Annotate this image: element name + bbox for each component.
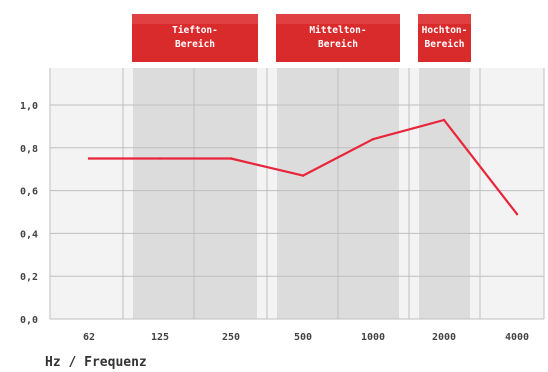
band-label-line1-2: Mittelton- xyxy=(309,25,366,36)
y-tick-label-5: 1,0 xyxy=(20,101,38,112)
x-tick-label-6: 4000 xyxy=(505,332,529,343)
x-axis-ticks: 62 125 250 500 1000 2000 4000 xyxy=(83,332,529,343)
x-axis-title: Hz / Frequenz xyxy=(45,355,147,370)
data-series xyxy=(87,118,519,216)
band-label-line2-1: Bereich xyxy=(175,39,215,50)
data-point-250 xyxy=(229,157,233,160)
data-point-1000 xyxy=(371,138,375,141)
x-tick-label-3: 500 xyxy=(294,332,312,343)
band-labels: Tiefton- Bereich Mittelton- Bereich Hochton-… xyxy=(132,14,471,62)
band-label-highlight-2 xyxy=(276,14,400,24)
band-label-line1-1: Tiefton- xyxy=(172,25,218,36)
y-tick-label-0: 0,0 xyxy=(20,315,38,326)
data-point-2000 xyxy=(442,118,446,122)
y-tick-label-2: 0,4 xyxy=(20,229,38,240)
band-label-line2-3: Bereich xyxy=(424,39,464,50)
data-point-125 xyxy=(158,157,162,160)
y-axis-ticks: 0,0 0,2 0,4 0,6 0,8 1,0 xyxy=(20,101,38,326)
y-tick-label-1: 0,2 xyxy=(20,272,38,283)
grid-lines xyxy=(49,68,545,320)
data-point-500 xyxy=(301,174,305,177)
band-shade-3 xyxy=(419,68,470,319)
band-label-highlight-3 xyxy=(418,14,471,24)
band-label-highlight-1 xyxy=(132,14,258,24)
data-point-4000 xyxy=(515,212,519,216)
x-tick-label-2: 250 xyxy=(222,332,240,343)
x-tick-label-5: 2000 xyxy=(432,332,456,343)
band-label-line1-3: Hochton- xyxy=(422,25,468,36)
y-tick-label-3: 0,6 xyxy=(20,187,38,198)
y-tick-label-4: 0,8 xyxy=(20,144,38,155)
x-tick-label-1: 125 xyxy=(151,332,169,343)
data-point-62 xyxy=(87,157,91,160)
x-tick-label-0: 62 xyxy=(83,332,95,343)
band-label-line2-2: Bereich xyxy=(318,39,358,50)
band-shade-1 xyxy=(133,68,257,319)
frequency-bands xyxy=(133,68,470,319)
x-tick-label-4: 1000 xyxy=(361,332,385,343)
